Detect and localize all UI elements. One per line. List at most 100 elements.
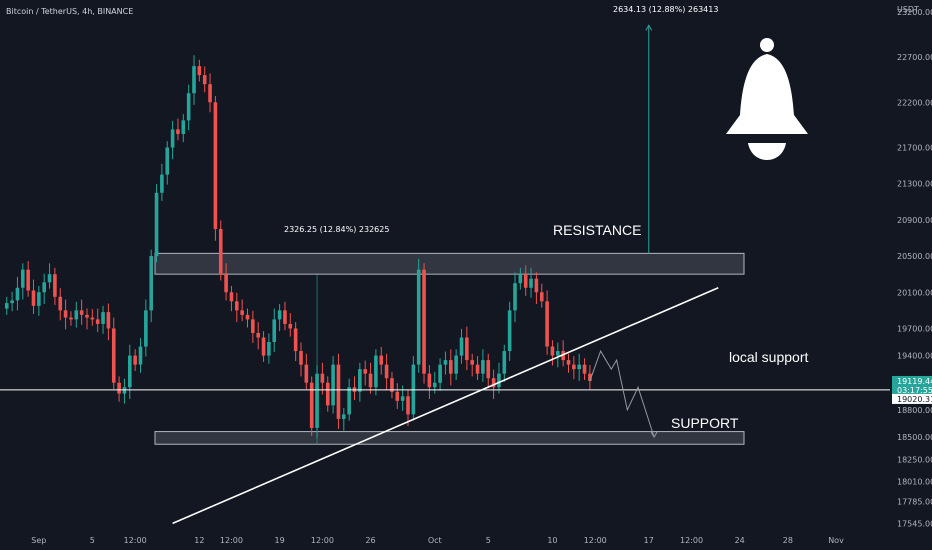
currency-label: USDT [897,5,919,14]
candle-body [144,310,148,347]
candle-body [74,310,79,320]
candle-body [63,310,68,318]
candle-body [309,382,314,428]
range-measure-label: 2326.25 (12.84%) 232625 [284,225,389,234]
price-tick-label: 19400.00 [897,352,932,361]
candle [42,273,46,305]
candle [363,360,367,386]
candle [58,288,63,321]
candle-body [422,269,426,374]
candle-body [395,391,400,401]
candle-body [550,346,555,356]
resistance-zone[interactable] [154,252,745,275]
candle-body [176,129,180,134]
candle [299,342,303,377]
candle-body [10,300,14,304]
candle [202,66,207,93]
candle-body [454,355,458,374]
candle-body [245,314,250,320]
candle-body [432,382,437,388]
ascending-trendline[interactable] [172,287,719,525]
candle-body [566,360,571,365]
candle-body [53,274,57,297]
candle [170,120,175,160]
price-tick-label: 18010.00 [897,477,932,486]
candle-body [117,382,121,394]
candle [37,285,41,316]
candle-body [325,382,330,406]
candle-body [15,287,20,301]
candle [117,376,121,402]
candle [486,353,491,389]
candle [235,292,239,323]
candle [149,249,153,323]
candle-body [588,373,592,381]
candle [342,408,346,431]
candle-body [293,328,298,352]
candle-body [539,292,544,302]
candle [267,333,271,364]
candle-body [197,66,202,76]
candle [272,308,277,352]
candle [208,73,212,113]
candle-body [181,120,186,134]
candle [176,118,180,141]
candle [454,349,458,381]
time-tick-label: 5 [486,536,491,545]
candle [347,378,351,421]
time-tick-label: 10 [547,536,557,545]
local-support-tag [892,393,932,404]
candle-body [416,269,421,365]
candle [15,276,20,311]
candle [556,342,560,368]
local-support-label: local support [729,349,808,365]
candle-body [21,269,25,288]
candle [438,358,442,391]
candle [550,340,555,366]
candle-body [95,319,100,324]
candle-body [449,360,453,374]
candle-body [202,75,207,85]
candle-body [170,129,175,148]
price-tick-label: 21700.00 [897,144,932,153]
candle [160,163,164,201]
candle [577,353,581,381]
candle [283,301,287,331]
candle-body [582,364,587,374]
price-tick-label: 21300.00 [897,180,932,189]
candle-body [149,256,153,311]
candle-body [443,360,448,365]
candle-body [42,282,46,293]
candle [197,59,202,82]
price-tick-label: 17785.00 [897,498,932,507]
candle [470,353,474,377]
candle-body [379,355,384,365]
candle-body [368,373,373,388]
candle [165,141,170,185]
projection-arrowhead [650,431,658,438]
support-zone[interactable] [154,431,745,445]
candle-body [518,274,523,284]
candle-body [342,414,346,419]
candle-body [523,274,528,288]
candle-body [165,147,170,175]
price-tick-label: 18250.00 [897,456,932,465]
candle-body [111,328,116,383]
candle [95,308,100,333]
projection-path[interactable] [589,349,655,438]
candle [213,95,218,241]
candle-body [208,84,212,103]
candle [85,308,89,330]
candle [304,353,309,390]
candle-body [133,355,137,365]
candle [529,267,533,298]
candle-body [304,364,309,383]
candle-body [101,312,105,324]
local-support-price-label: 19020.31 [897,395,932,404]
candle [475,356,480,381]
candle [481,349,485,382]
candle [111,317,116,390]
candle [90,308,95,326]
time-tick-label: 19 [275,536,285,545]
